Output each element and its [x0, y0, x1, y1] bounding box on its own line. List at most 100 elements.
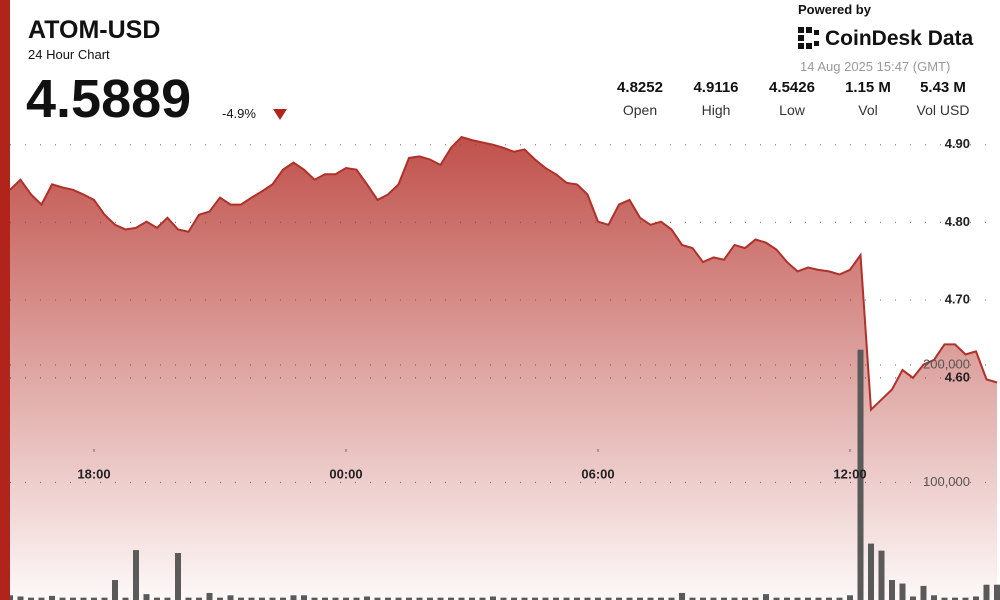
- volume-bar: [605, 597, 612, 600]
- change: -4.9%: [222, 106, 256, 121]
- x-tick-label: 06:00: [581, 466, 614, 481]
- volume-bar: [374, 597, 381, 600]
- volume-bar: [847, 595, 853, 600]
- volume-bar: [469, 597, 475, 600]
- volume-bar: [185, 597, 192, 600]
- volume-bar: [122, 597, 129, 600]
- volume-bar: [658, 597, 664, 600]
- volume-bar: [889, 580, 895, 600]
- volume-bar: [868, 543, 874, 600]
- volume-bar: [70, 597, 76, 600]
- volume-bar: [133, 550, 139, 600]
- down-arrow: [273, 109, 287, 120]
- volume-bar: [175, 553, 181, 600]
- volume-bar: [416, 597, 423, 600]
- y-tick-label: 4.90: [945, 136, 970, 151]
- volume-bar: [637, 597, 643, 600]
- volume-bar: [196, 597, 202, 600]
- volume-bar: [343, 597, 349, 600]
- x-tick-label: 18:00: [77, 466, 110, 481]
- volume-bar: [511, 597, 517, 600]
- volume-bar: [826, 597, 832, 600]
- volume-bar: [143, 594, 150, 600]
- price: 4.5889: [26, 69, 192, 129]
- stat-value: 1.15 M: [845, 79, 891, 96]
- volume-bar: [238, 597, 244, 600]
- volume-bar: [700, 597, 706, 600]
- volume-bar: [563, 597, 570, 600]
- y2-tick-label: 200,000: [923, 356, 970, 371]
- stat-label: Open: [622, 102, 658, 118]
- volume-bar: [532, 597, 538, 600]
- volume-bar: [427, 597, 433, 600]
- brand-icon: [798, 27, 819, 49]
- volume-bar: [10, 595, 13, 600]
- volume-bar: [28, 597, 34, 600]
- volume-bar: [164, 597, 171, 600]
- volume-bar: [112, 580, 118, 600]
- volume-bar: [962, 597, 969, 600]
- volume-bar: [584, 597, 591, 600]
- volume-bar: [206, 592, 213, 600]
- volume-bar: [679, 592, 685, 600]
- brand: CoinDesk Data: [825, 27, 974, 50]
- stat-value: 4.5426: [769, 79, 815, 96]
- timestamp: 14 Aug 2025 15:47 (GMT): [800, 59, 951, 74]
- volume-bar: [353, 597, 360, 600]
- y-tick-label: 4.80: [945, 214, 970, 229]
- stat-value: 5.43 M: [920, 79, 966, 96]
- volume-bar: [616, 597, 622, 600]
- volume-bar: [490, 596, 496, 600]
- volume-bar: [710, 597, 717, 600]
- volume-bar: [227, 595, 234, 600]
- volume-bar: [878, 550, 885, 600]
- volume-bar: [101, 597, 108, 600]
- volume-bar: [80, 597, 87, 600]
- price-line: [10, 135, 998, 412]
- volume-bar: [574, 597, 580, 600]
- volume-bar: [332, 597, 339, 600]
- volume-bar: [458, 597, 465, 600]
- volume-bar: [59, 597, 66, 600]
- stat-label: High: [701, 102, 731, 118]
- volume-bar: [983, 584, 990, 600]
- volume-bar: [994, 584, 1000, 600]
- volume-bar: [857, 349, 864, 600]
- volume-bar: [91, 597, 97, 600]
- volume-bar: [38, 597, 45, 600]
- volume-bar: [479, 597, 486, 600]
- volume-bar: [784, 597, 790, 600]
- volume-bar: [773, 597, 780, 600]
- volume-bar: [805, 597, 811, 600]
- y-tick-label: 4.60: [945, 369, 970, 384]
- volume-bar: [931, 595, 937, 600]
- volume-bar: [395, 597, 402, 600]
- volume-bar: [269, 597, 276, 600]
- stat-label: Low: [779, 102, 805, 118]
- stat-label: Vol: [858, 102, 878, 118]
- volume-bar: [731, 597, 738, 600]
- volume-bar: [542, 597, 549, 600]
- stat-label: Vol USD: [916, 102, 970, 118]
- x-tick-label: 12:00: [833, 466, 866, 481]
- volume-bar: [406, 597, 412, 600]
- volume-bar: [836, 597, 843, 600]
- volume-bar: [437, 597, 444, 600]
- volume-bar: [910, 596, 916, 600]
- volume-bar: [17, 596, 24, 600]
- volume-bar: [920, 585, 927, 600]
- volume-bar: [259, 597, 265, 600]
- volume-bar: [595, 597, 601, 600]
- title: ATOM-USD: [28, 16, 161, 44]
- y2-tick-label: 100,000: [923, 474, 970, 489]
- volume-bar: [290, 595, 297, 600]
- subtitle: 24 Hour Chart: [28, 47, 110, 62]
- volume-bar: [794, 597, 801, 600]
- volume-bar: [647, 597, 654, 600]
- volume-bar: [899, 583, 906, 600]
- accent-bar: [0, 0, 10, 600]
- volume-bar: [49, 595, 55, 600]
- volume-bar: [385, 597, 391, 600]
- volume-bar: [763, 594, 769, 600]
